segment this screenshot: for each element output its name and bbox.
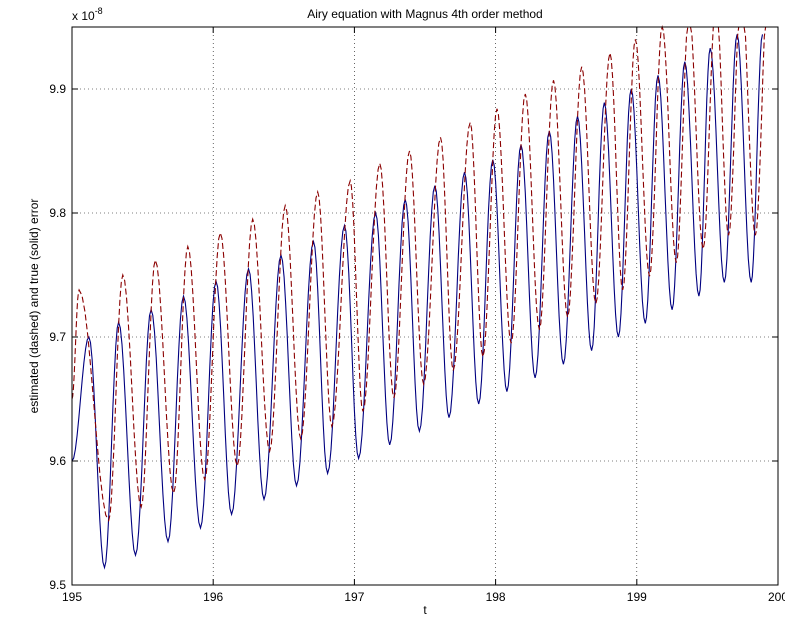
x-tick-label: 195 [62, 590, 82, 604]
x-tick-label: 200 [768, 590, 785, 604]
chart-title: Airy equation with Magnus 4th order meth… [307, 7, 542, 21]
series-layer [71, 24, 769, 570]
x-tick-label: 199 [627, 590, 647, 604]
true-error-line [71, 34, 764, 570]
y-tick-label: 9.8 [49, 206, 66, 220]
estimated-error-line [71, 24, 769, 523]
x-tick-label: 198 [486, 590, 506, 604]
y-axis-label: estimated (dashed) and true (solid) erro… [27, 199, 41, 414]
y-exponent-power: -8 [95, 6, 103, 16]
y-tick-label: 9.6 [49, 454, 66, 468]
y-tick-label: 9.5 [49, 578, 66, 592]
x-tick-label: 196 [203, 590, 223, 604]
y-exponent-base: x 10 [72, 9, 95, 23]
x-tick-label: 197 [344, 590, 364, 604]
y-exponent-label: x 10-8 [72, 6, 103, 23]
grid-layer [72, 27, 778, 585]
axes-frame [71, 26, 779, 586]
y-tick-label: 9.7 [49, 330, 66, 344]
y-tick-label: 9.9 [49, 82, 66, 96]
ticks-layer: 195 196 197 198 199 200 9.5 9.6 9.7 9.8 9.9 [49, 27, 785, 604]
x-axis-label: t [423, 603, 427, 617]
